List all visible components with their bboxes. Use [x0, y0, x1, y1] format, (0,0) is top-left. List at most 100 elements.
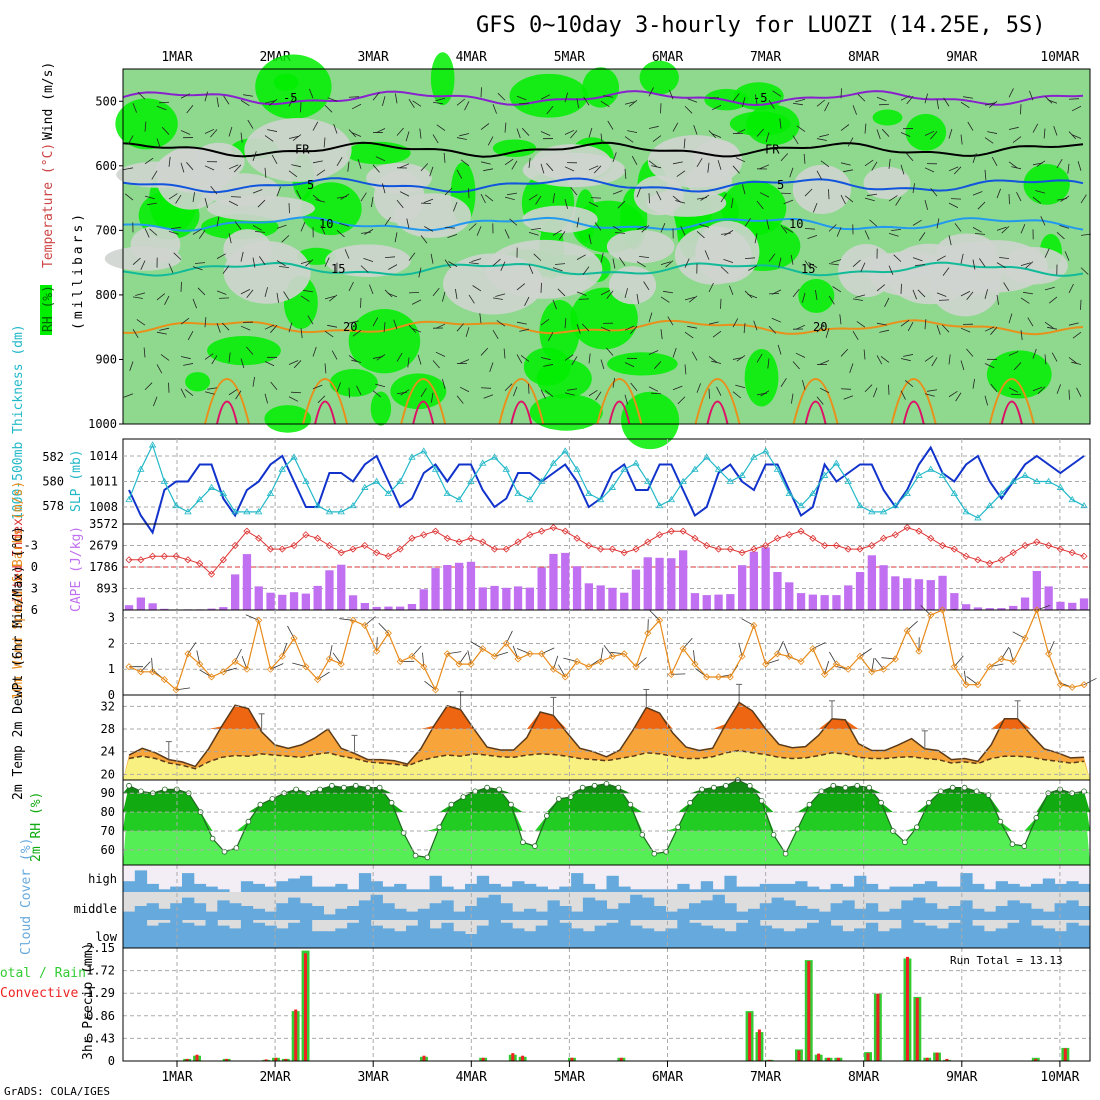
- wind-barb: [600, 133, 603, 144]
- wind-barb: [756, 128, 764, 137]
- rh-point: [1021, 843, 1028, 849]
- wind-barb: [290, 391, 302, 394]
- wind-barb: [180, 93, 191, 99]
- lifted-index-point: [278, 545, 286, 553]
- cloud-bar: [476, 897, 490, 920]
- wind-barb: [408, 292, 420, 294]
- cloud-bar: [1042, 911, 1056, 920]
- cloud-bar: [724, 931, 737, 948]
- wind-speed-point: [644, 629, 652, 637]
- cloud-bar: [370, 881, 383, 892]
- wind-barb: [888, 265, 894, 275]
- cape-bar: [808, 594, 817, 610]
- lifted-index-point: [903, 524, 911, 532]
- warm-contour: [694, 378, 741, 425]
- wind-barb: [420, 202, 432, 204]
- wind-speed-point: [125, 663, 133, 671]
- wind-barb: [351, 132, 362, 137]
- precip-tick: 2.15: [86, 941, 115, 955]
- thickness-point: [148, 441, 157, 448]
- rh-point: [532, 843, 538, 849]
- cloud-bar: [783, 931, 796, 948]
- lifted-index-point: [384, 552, 392, 560]
- wind-speed-point: [891, 655, 899, 663]
- wind-speed-point: [620, 650, 628, 658]
- rh-point: [412, 852, 419, 859]
- thickness-point: [1044, 477, 1053, 484]
- wind-barb: [1016, 192, 1022, 202]
- cloud-bar: [960, 873, 973, 892]
- cloud-bar: [854, 928, 867, 948]
- wind-barb: [492, 297, 503, 300]
- wind-barb: [687, 325, 698, 329]
- cloud-bar: [1078, 883, 1091, 892]
- convective-bar: [767, 1059, 771, 1061]
- wind-barb: [221, 322, 230, 331]
- rh2m-label: 2m RH (%): [29, 792, 44, 862]
- wind-speed-point: [479, 645, 487, 653]
- wind-speed-point: [467, 660, 475, 668]
- lifted-index-point: [172, 552, 180, 560]
- wind-barb: [888, 384, 890, 395]
- wind-barb: [984, 102, 995, 106]
- wind-barb: [252, 189, 263, 194]
- lifted-index-point: [408, 534, 416, 542]
- rh-band: [123, 780, 1090, 794]
- wind-barb: [516, 354, 523, 364]
- rh-high-area: [582, 67, 620, 108]
- wind-barb: [540, 282, 542, 293]
- contour-label: 15: [801, 262, 815, 276]
- cloud-bar: [417, 920, 431, 948]
- wind-barb: [480, 387, 492, 389]
- wind-barb: [291, 164, 302, 168]
- wind-barb: [924, 93, 928, 104]
- wind-barb: [963, 96, 974, 99]
- rh-point: [496, 786, 502, 793]
- thickness-point: [372, 477, 381, 484]
- rh-point: [1033, 814, 1040, 821]
- rh-point: [687, 799, 693, 806]
- wind-barb: [660, 296, 670, 303]
- wind-barb: [1044, 286, 1055, 291]
- wind-barb: [300, 260, 311, 265]
- wind-barb: [696, 157, 703, 168]
- wind-barb: [504, 158, 514, 166]
- lifted-index-point: [490, 545, 499, 553]
- wind-barb: [489, 362, 494, 373]
- lifted-index-point: [679, 527, 687, 535]
- lifted-index-point: [691, 534, 699, 542]
- wind-barb: [1056, 158, 1063, 169]
- wind-barb: [258, 256, 266, 265]
- wind-barb: [576, 217, 580, 228]
- temperature-contour: [122, 177, 1084, 194]
- wind-barb: [778, 257, 782, 268]
- lifted-index-point: [549, 524, 558, 532]
- lifted-index-point: [325, 541, 333, 550]
- wind-barb: [960, 360, 965, 371]
- lifted-index-point: [597, 545, 605, 553]
- cape-bar: [1056, 601, 1065, 610]
- convective-bar: [748, 1012, 752, 1061]
- cloud-bar: [170, 903, 183, 920]
- lifted-index-point: [255, 534, 263, 542]
- wind-barb: [132, 328, 139, 339]
- wind-barb: [612, 258, 616, 269]
- wind-barb: [264, 324, 275, 330]
- wind-speed-point: [302, 663, 310, 671]
- wind-barb: [432, 360, 440, 369]
- wind-barb: [524, 296, 530, 306]
- thickness-point: [620, 465, 628, 472]
- wind-barb: [1056, 232, 1065, 240]
- cloud-bar: [1019, 886, 1032, 892]
- convective-bar: [757, 1029, 761, 1061]
- wind-speed-point: [325, 655, 333, 663]
- wind-barb: [460, 159, 470, 167]
- wind-barb: [1071, 134, 1082, 139]
- wind-barb: [571, 356, 578, 366]
- wind-barb: [594, 222, 602, 231]
- lifted-index-point: [514, 538, 522, 546]
- wind-barb: [888, 195, 898, 202]
- wind-barb: [1020, 297, 1030, 304]
- wind-barb: [790, 254, 794, 265]
- wind-barb: [300, 295, 310, 302]
